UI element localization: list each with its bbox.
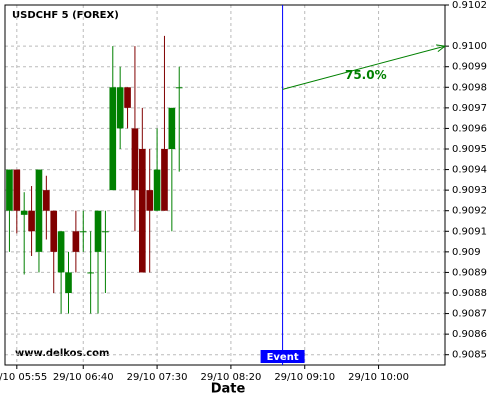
candle-body bbox=[124, 87, 131, 108]
y-tick-label: 0.9091 bbox=[452, 226, 487, 237]
arrow-head bbox=[436, 44, 447, 53]
candle-body bbox=[146, 190, 154, 211]
forecast-arrow bbox=[282, 45, 446, 90]
candle-body bbox=[131, 128, 139, 191]
y-tick-label: 0.9097 bbox=[452, 103, 487, 114]
y-tick-label: 0.9102 bbox=[452, 0, 487, 11]
candle-body bbox=[13, 169, 21, 211]
y-tick-label: 0.9089 bbox=[452, 267, 487, 278]
y-tick-label: 0.909 bbox=[452, 247, 481, 258]
y-tick-label: 0.9087 bbox=[452, 309, 487, 320]
y-tick-label: 0.9098 bbox=[452, 82, 487, 93]
y-tick-label: 0.9096 bbox=[452, 123, 487, 134]
forecast-label: 75.0% bbox=[345, 68, 387, 82]
y-tick-label: 0.9099 bbox=[452, 62, 487, 73]
plot-frame bbox=[4, 4, 446, 366]
x-tick-label: 29/10 10:00 bbox=[348, 372, 409, 383]
candle-body bbox=[57, 231, 65, 273]
event-box bbox=[260, 350, 305, 363]
x-tick-label: 29/10 08:20 bbox=[200, 372, 261, 383]
candle-body bbox=[50, 210, 58, 252]
y-tick-label: 0.9086 bbox=[452, 329, 487, 340]
candle-body bbox=[153, 169, 161, 211]
y-tick-label: 0.9094 bbox=[452, 165, 487, 176]
chart-title: USDCHF 5 (FOREX) bbox=[12, 10, 119, 21]
event-label: Event bbox=[267, 352, 299, 363]
candle-body bbox=[175, 87, 183, 89]
y-tick-label: 0.9095 bbox=[452, 144, 487, 155]
x-tick-label: 29/10 07:30 bbox=[127, 372, 188, 383]
x-tick-label: 29/10 06:40 bbox=[53, 372, 114, 383]
x-axis-label: Date bbox=[211, 382, 246, 397]
candle-body bbox=[20, 210, 28, 215]
candle-body bbox=[72, 231, 80, 252]
watermark: www.delkos.com bbox=[15, 348, 109, 359]
y-tick-label: 0.9092 bbox=[452, 206, 487, 217]
candle-body bbox=[109, 87, 117, 191]
y-tick-label: 0.9100 bbox=[452, 41, 487, 52]
y-tick-label: 0.9085 bbox=[452, 350, 487, 361]
candle-body bbox=[168, 107, 176, 149]
candle-body bbox=[65, 272, 72, 293]
candle-body bbox=[94, 210, 102, 252]
candle-body bbox=[87, 272, 94, 274]
y-tick-label: 0.9093 bbox=[452, 185, 487, 196]
candle-body bbox=[102, 231, 109, 233]
candle-body bbox=[43, 190, 50, 211]
candle-body bbox=[138, 149, 146, 273]
candle-body bbox=[161, 149, 168, 211]
candle-body bbox=[6, 169, 13, 211]
candle-body bbox=[28, 210, 35, 232]
candle-body bbox=[79, 231, 87, 233]
y-tick-label: 0.9088 bbox=[452, 288, 487, 299]
candle-body bbox=[35, 169, 43, 252]
x-tick-label: 29/10 09:10 bbox=[274, 372, 335, 383]
candle-body bbox=[116, 87, 124, 129]
x-tick-label: 29/10 05:55 bbox=[0, 372, 47, 383]
